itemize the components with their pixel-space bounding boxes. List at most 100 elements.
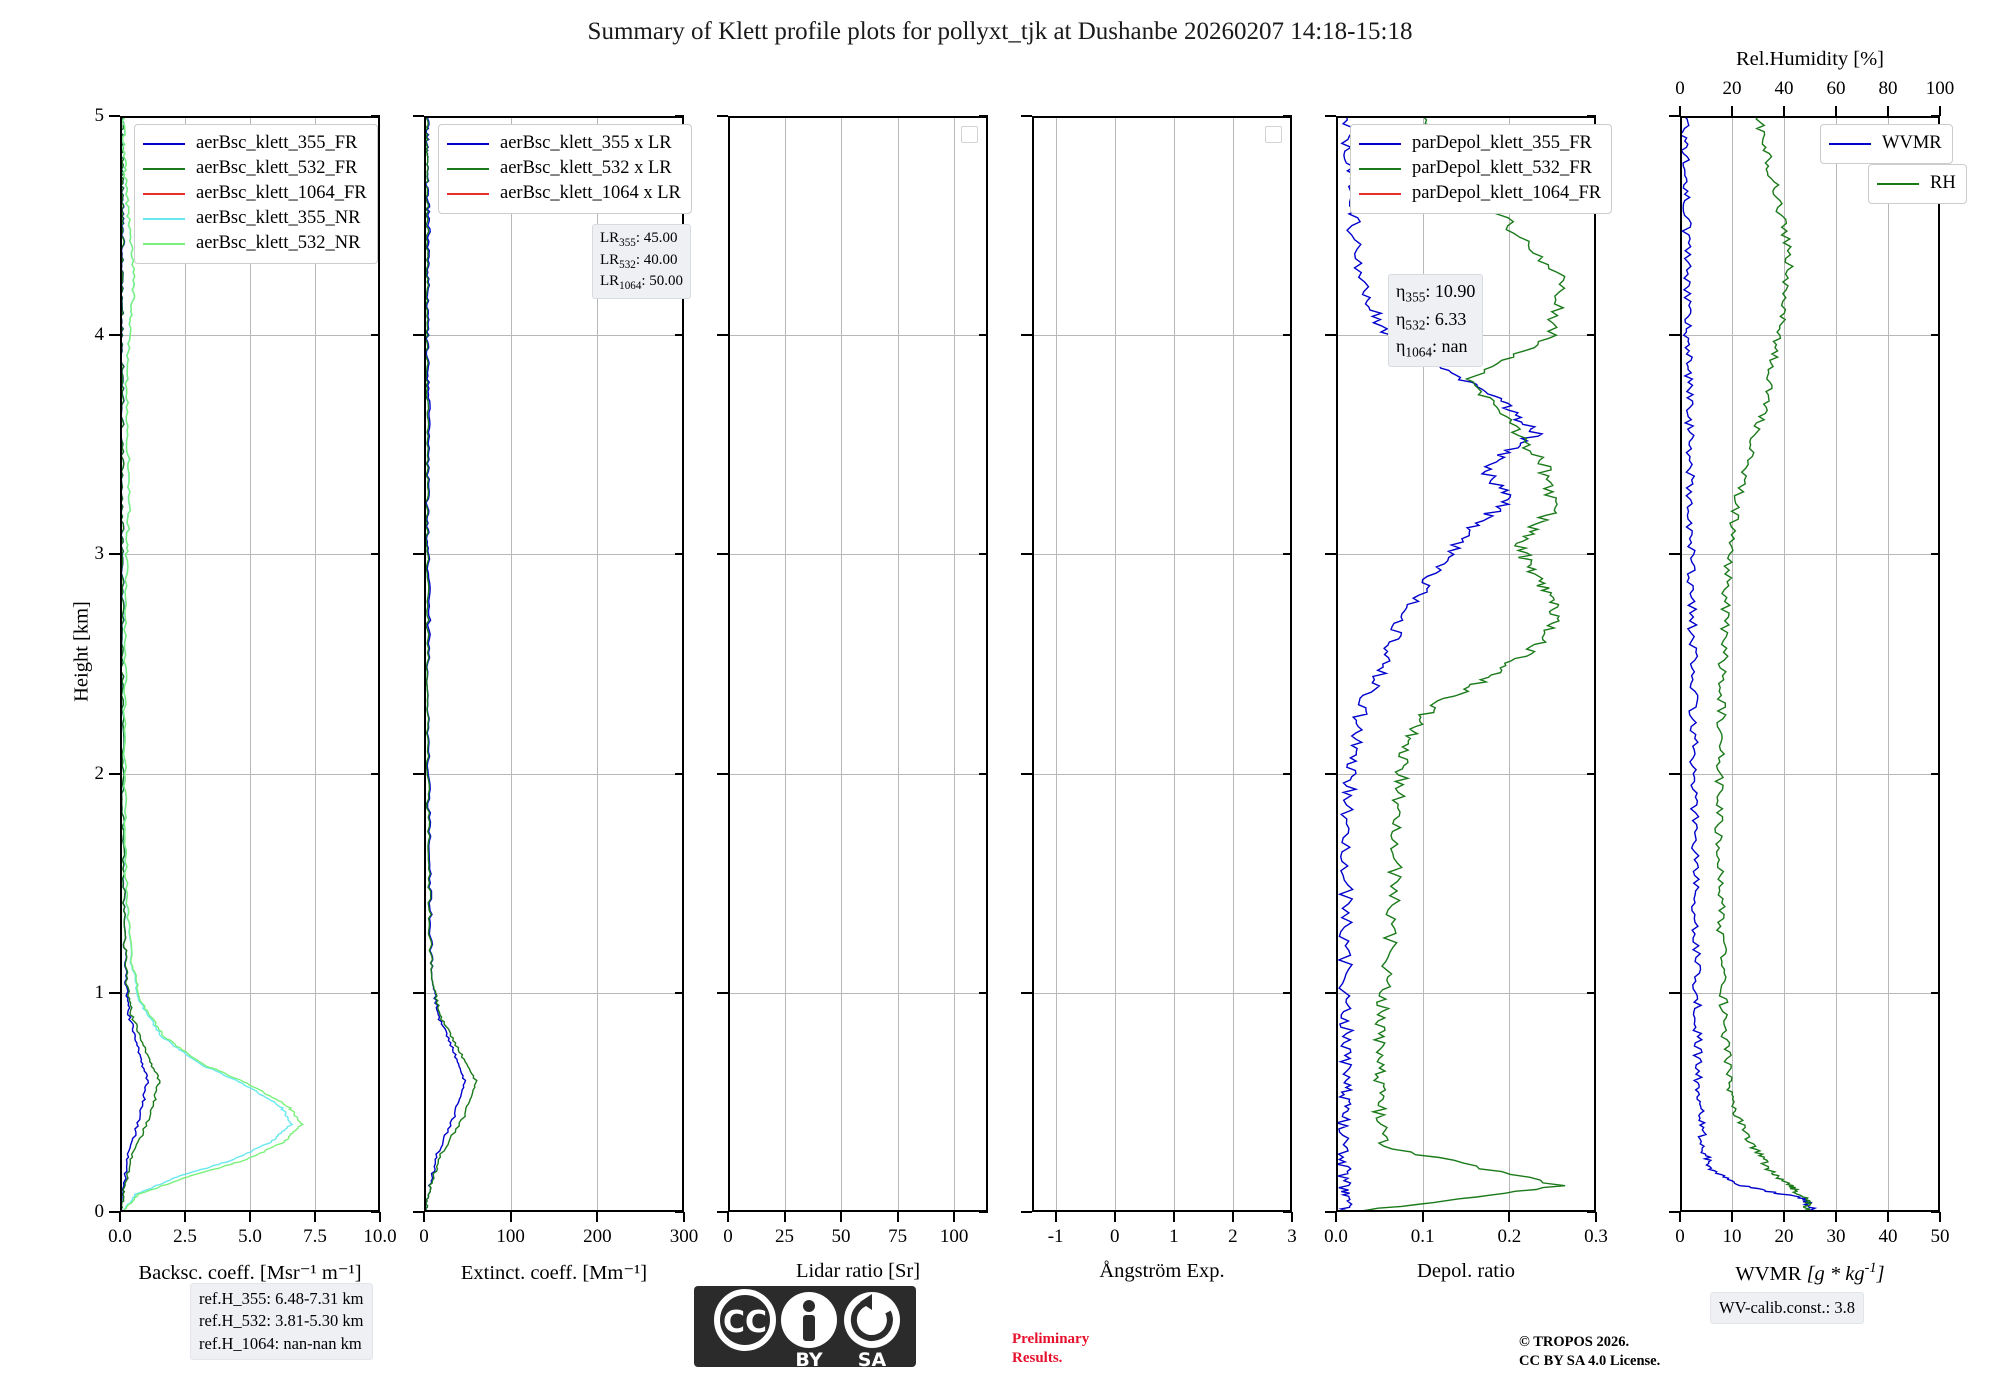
x-tick: [1595, 1212, 1597, 1222]
legend-line-icon: [143, 192, 185, 195]
y-tick: [413, 991, 424, 994]
legend-label: aerBsc_klett_1064 x LR: [500, 183, 681, 204]
y-tick-right: [371, 1211, 380, 1213]
tropos-line1: © TROPOS 2026.: [1519, 1334, 1630, 1350]
series-aerBsc_klett_532_NR: [121, 116, 305, 1212]
x-tick: [727, 1212, 729, 1222]
legend-rh[interactable]: RH: [1868, 164, 1967, 204]
x-tick: [1231, 1212, 1234, 1222]
legend-wvmr-rh[interactable]: WVMR: [1820, 124, 1953, 164]
x-tick: [1679, 1212, 1681, 1222]
x-tick-label: 25: [775, 1226, 795, 1247]
ref-h-1064: ref.H_1064: nan-nan km: [199, 1333, 362, 1353]
y-tick-label: 4: [94, 324, 105, 346]
y-tick-right: [1283, 991, 1292, 994]
legend-entry[interactable]: aerBsc_klett_532 x LR: [447, 156, 681, 181]
y-tick: [1325, 334, 1336, 337]
y-tick: [109, 115, 120, 117]
y-tick-label: 2: [94, 762, 105, 784]
x-axis-title-extinction: Extinct. coeff. [Mm⁻¹]: [460, 1262, 648, 1284]
legend-line-icon: [143, 217, 185, 220]
wv-calib-text: WV-calib.const.: 3.8: [1719, 1298, 1855, 1317]
x-tick-label: 2: [1228, 1226, 1238, 1247]
tropos-line2: CC BY SA 4.0 License.: [1519, 1352, 1661, 1369]
gridline-h: [728, 335, 988, 337]
y-tick: [1325, 1211, 1336, 1213]
x-tick: [896, 1212, 899, 1222]
x-tick-label: 300: [669, 1226, 699, 1247]
legend-entry[interactable]: aerBsc_klett_532_NR: [143, 231, 367, 256]
x-tick-label: 50: [831, 1226, 851, 1247]
legend-label: aerBsc_klett_355_FR: [196, 133, 358, 154]
y-tick: [109, 1211, 120, 1213]
legend-line-icon: [447, 192, 489, 195]
legend-entry[interactable]: aerBsc_klett_1064 x LR: [447, 181, 681, 206]
legend-entry[interactable]: WVMR: [1829, 131, 1942, 156]
x-tick-label: 0.0: [108, 1226, 132, 1247]
x-tick-label: 20: [1774, 1226, 1794, 1247]
y-tick: [413, 553, 424, 556]
series-RH: [1713, 116, 1813, 1212]
y-tick: [109, 991, 120, 994]
legend-line-icon: [143, 242, 185, 245]
panel-wvmr-rh: 0 10 20 30 40 50 0 20 40 60 80 100 Rel.Humidity [%] W…: [1669, 48, 1967, 1285]
gridline-v: [897, 116, 899, 1212]
top-x-tick-label: 80: [1878, 78, 1898, 99]
legend-entry[interactable]: parDepol_klett_1064_FR: [1359, 181, 1601, 206]
empty-legend-box[interactable]: [961, 126, 978, 143]
legend-label: WVMR: [1882, 133, 1942, 154]
wv-calib-box: WV-calib.const.: 3.8: [1710, 1292, 1864, 1325]
legend-entry[interactable]: aerBsc_klett_1064_FR: [143, 181, 367, 206]
legend-line-icon: [1359, 167, 1401, 170]
svg-text:CC: CC: [723, 1305, 767, 1340]
x-tick: [314, 1212, 316, 1222]
legend-label: parDepol_klett_532_FR: [1412, 158, 1592, 179]
svg-text:BY: BY: [795, 1349, 822, 1371]
legend-entry[interactable]: aerBsc_klett_355_FR: [143, 131, 367, 156]
gridline-h: [424, 554, 684, 556]
legend-line-icon: [1877, 182, 1919, 185]
y-tick-right: [979, 334, 988, 337]
legend-entry[interactable]: parDepol_klett_532_FR: [1359, 156, 1601, 181]
figure-title: Summary of Klett profile plots for polly…: [587, 18, 1413, 45]
gridline-h: [728, 773, 988, 775]
legend-line-icon: [143, 142, 185, 145]
gridline-v: [250, 116, 251, 1212]
legend-extinction[interactable]: aerBsc_klett_355 x LR aerBsc_klett_532 x …: [438, 124, 692, 214]
y-tick: [717, 772, 728, 775]
x-tick-label: 2.5: [173, 1226, 197, 1247]
x-tick-label: 200: [583, 1226, 612, 1247]
empty-legend-box[interactable]: [1265, 126, 1282, 143]
series-aerBsc_klett_532 x LR: [424, 116, 478, 1212]
gridline-h: [1032, 554, 1292, 556]
legend-backscatter[interactable]: aerBsc_klett_355_FR aerBsc_klett_532_FR ae…: [134, 124, 378, 264]
legend-entry[interactable]: RH: [1877, 171, 1956, 196]
x-tick: [423, 1212, 425, 1222]
top-x-tick-label: 40: [1774, 78, 1794, 99]
legend-depol-ratio[interactable]: parDepol_klett_355_FR parDepol_klett_532_…: [1350, 124, 1613, 214]
x-tick-label: 75: [888, 1226, 908, 1247]
preliminary-line1: Preliminary: [1012, 1331, 1090, 1347]
gridline-h: [1336, 773, 1596, 775]
y-tick: [1325, 772, 1336, 775]
legend-entry[interactable]: aerBsc_klett_355 x LR: [447, 131, 681, 156]
gridline-v: [784, 116, 786, 1212]
annotation-line: η355: 10.90: [1396, 281, 1476, 305]
legend-label: RH: [1930, 173, 1956, 194]
x-tick-label: 0.2: [1497, 1226, 1522, 1247]
y-tick: [717, 991, 728, 994]
y-tick-right: [371, 553, 380, 556]
legend-entry[interactable]: aerBsc_klett_532_FR: [143, 156, 367, 181]
y-tick: [1325, 553, 1336, 556]
y-tick-label: 5: [94, 105, 105, 126]
y-tick: [1325, 115, 1336, 117]
top-x-tick: [1887, 106, 1889, 116]
top-x-tick-label: 20: [1722, 78, 1742, 99]
x-tick: [184, 1212, 186, 1222]
legend-entry[interactable]: aerBsc_klett_355_NR: [143, 206, 367, 231]
x-tick-label: 7.5: [303, 1226, 327, 1247]
x-tick-label: 3: [1287, 1226, 1297, 1247]
legend-entry[interactable]: parDepol_klett_355_FR: [1359, 131, 1601, 156]
tropos-credit: © TROPOS 2026. CC BY SA 4.0 License.: [1519, 1333, 1660, 1371]
top-axis-title: Rel.Humidity [%]: [1735, 48, 1885, 70]
